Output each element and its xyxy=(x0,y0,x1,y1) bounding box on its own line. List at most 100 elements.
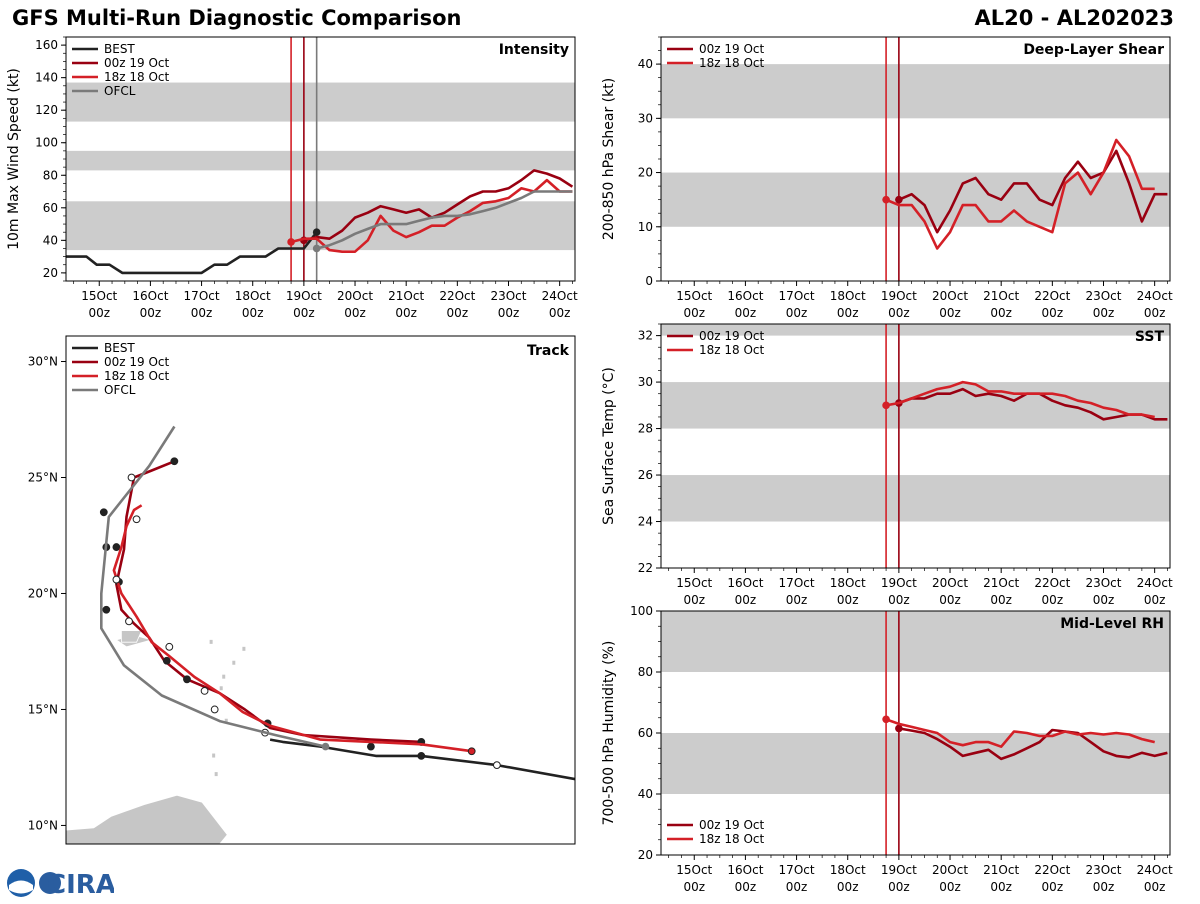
track-lat-label: 10°N xyxy=(28,818,58,832)
track-legend-label: 00z 19 Oct xyxy=(104,355,170,369)
intensity-ytick-label: 100 xyxy=(35,136,58,150)
shear-xtick-label: 20Oct xyxy=(932,289,968,303)
shear-xtick-label: 22Oct xyxy=(1034,289,1070,303)
rh-xtick-label: 21Oct xyxy=(983,863,1019,877)
rh-series-marker xyxy=(895,724,903,733)
track-position-dot xyxy=(112,543,121,551)
rh-xtick-label: 16Oct xyxy=(727,863,763,877)
track-lat-label: 20°N xyxy=(28,586,58,600)
shear-ytick-label: 10 xyxy=(638,220,653,234)
rh-ytick-label: 20 xyxy=(638,848,653,862)
island xyxy=(212,753,216,758)
cira-logo: CIRA xyxy=(4,866,116,904)
track-plot-area xyxy=(66,425,575,844)
shear-xtick-label: 16Oct xyxy=(727,289,763,303)
rh-ylabel: 700-500 hPa Humidity (%) xyxy=(601,641,617,826)
shear-ytick-label: 0 xyxy=(645,274,653,288)
shear-ytick-label: 40 xyxy=(638,57,653,71)
shear-xtick-sublabel: 00z xyxy=(939,306,961,320)
rh-legend-label: 18z 18 Oct xyxy=(699,832,765,846)
shear-ylabel: 200-850 hPa Shear (kt) xyxy=(601,78,617,240)
track-line xyxy=(112,504,472,753)
track-lat-label: 15°N xyxy=(28,702,58,716)
intensity-xtick-sublabel: 00z xyxy=(140,306,162,320)
shear-xtick-label: 24Oct xyxy=(1137,289,1173,303)
rh-plot-area xyxy=(661,611,1170,855)
intensity-plot-area xyxy=(66,37,575,281)
sst-series-marker xyxy=(882,401,890,410)
intensity-series-line xyxy=(66,231,318,275)
shear-xtick-label: 23Oct xyxy=(1085,289,1121,303)
intensity-legend-label: 00z 19 Oct xyxy=(104,56,170,70)
sst-xtick-sublabel: 00z xyxy=(683,593,705,607)
intensity-xtick-sublabel: 00z xyxy=(242,306,264,320)
rh-xtick-label: 15Oct xyxy=(676,863,712,877)
intensity-ytick-label: 140 xyxy=(35,71,58,85)
track-position-dot xyxy=(183,675,191,684)
rh-ytick-label: 60 xyxy=(638,726,653,740)
rh-title: Mid-Level RH xyxy=(1060,616,1164,632)
sst-ytick-label: 30 xyxy=(638,375,653,389)
intensity-xtick-label: 16Oct xyxy=(132,289,168,303)
shear-xtick-sublabel: 00z xyxy=(888,306,910,320)
intensity-series-marker xyxy=(287,238,295,246)
island xyxy=(209,639,213,644)
sst-xtick-label: 22Oct xyxy=(1034,576,1070,590)
rh-xtick-sublabel: 00z xyxy=(683,880,705,894)
shear-xtick-sublabel: 00z xyxy=(1042,306,1064,320)
rh-xtick-sublabel: 00z xyxy=(735,880,757,894)
track-legend-label: BEST xyxy=(104,341,135,355)
shear-series-marker xyxy=(882,195,890,204)
sst-ytick-label: 24 xyxy=(638,515,653,529)
intensity-xtick-sublabel: 00z xyxy=(191,306,213,320)
track-position-dot xyxy=(165,642,174,651)
shear-xtick-label: 17Oct xyxy=(779,289,815,303)
sst-xtick-label: 17Oct xyxy=(779,576,815,590)
rh-ytick-label: 40 xyxy=(638,787,653,801)
rh-xtick-label: 19Oct xyxy=(881,863,917,877)
sst-xtick-sublabel: 00z xyxy=(837,593,859,607)
track-position-dot xyxy=(492,761,501,770)
shear-xtick-label: 18Oct xyxy=(830,289,866,303)
sst-series-line xyxy=(885,380,1155,419)
shear-band xyxy=(661,64,1170,119)
island xyxy=(232,660,236,665)
track-position-dot xyxy=(200,687,209,695)
rh-band xyxy=(661,611,1170,672)
sst-xtick-label: 21Oct xyxy=(983,576,1019,590)
intensity-series-line xyxy=(316,190,573,250)
cira-logo-text: CIRA xyxy=(47,870,114,900)
rh-xtick-label: 20Oct xyxy=(932,863,968,877)
island xyxy=(219,686,223,691)
sst-xtick-sublabel: 00z xyxy=(1093,593,1115,607)
intensity-ytick-label: 160 xyxy=(35,38,58,52)
sst-band xyxy=(661,324,1170,336)
track-position-dot xyxy=(170,457,179,466)
intensity-legend-label: 18z 18 Oct xyxy=(104,70,170,84)
intensity-xtick-sublabel: 00z xyxy=(88,306,110,320)
intensity-title: Intensity xyxy=(499,42,569,58)
sst-xtick-sublabel: 00z xyxy=(939,593,961,607)
intensity-xtick-sublabel: 00z xyxy=(344,306,366,320)
rh-xtick-label: 23Oct xyxy=(1085,863,1121,877)
intensity-series-marker xyxy=(312,228,321,236)
intensity-xtick-label: 15Oct xyxy=(81,289,117,303)
storm-id: AL20 - AL202023 xyxy=(974,6,1175,30)
rh-xtick-sublabel: 00z xyxy=(939,880,961,894)
intensity-xtick-sublabel: 00z xyxy=(447,306,469,320)
track-title: Track xyxy=(527,343,570,359)
rh-xtick-sublabel: 00z xyxy=(837,880,859,894)
intensity-series-line xyxy=(290,178,573,253)
shear-xtick-label: 19Oct xyxy=(881,289,917,303)
sst-band xyxy=(661,475,1170,522)
intensity-band xyxy=(66,82,575,122)
sst-legend-label: 18z 18 Oct xyxy=(699,343,765,357)
shear-series-marker xyxy=(895,195,903,204)
sst-ylabel: Sea Surface Temp (°C) xyxy=(601,367,617,525)
track-frame xyxy=(65,335,576,845)
intensity-ytick-label: 40 xyxy=(43,233,58,247)
sst-ytick-label: 26 xyxy=(638,468,653,482)
sst-xtick-label: 23Oct xyxy=(1085,576,1121,590)
